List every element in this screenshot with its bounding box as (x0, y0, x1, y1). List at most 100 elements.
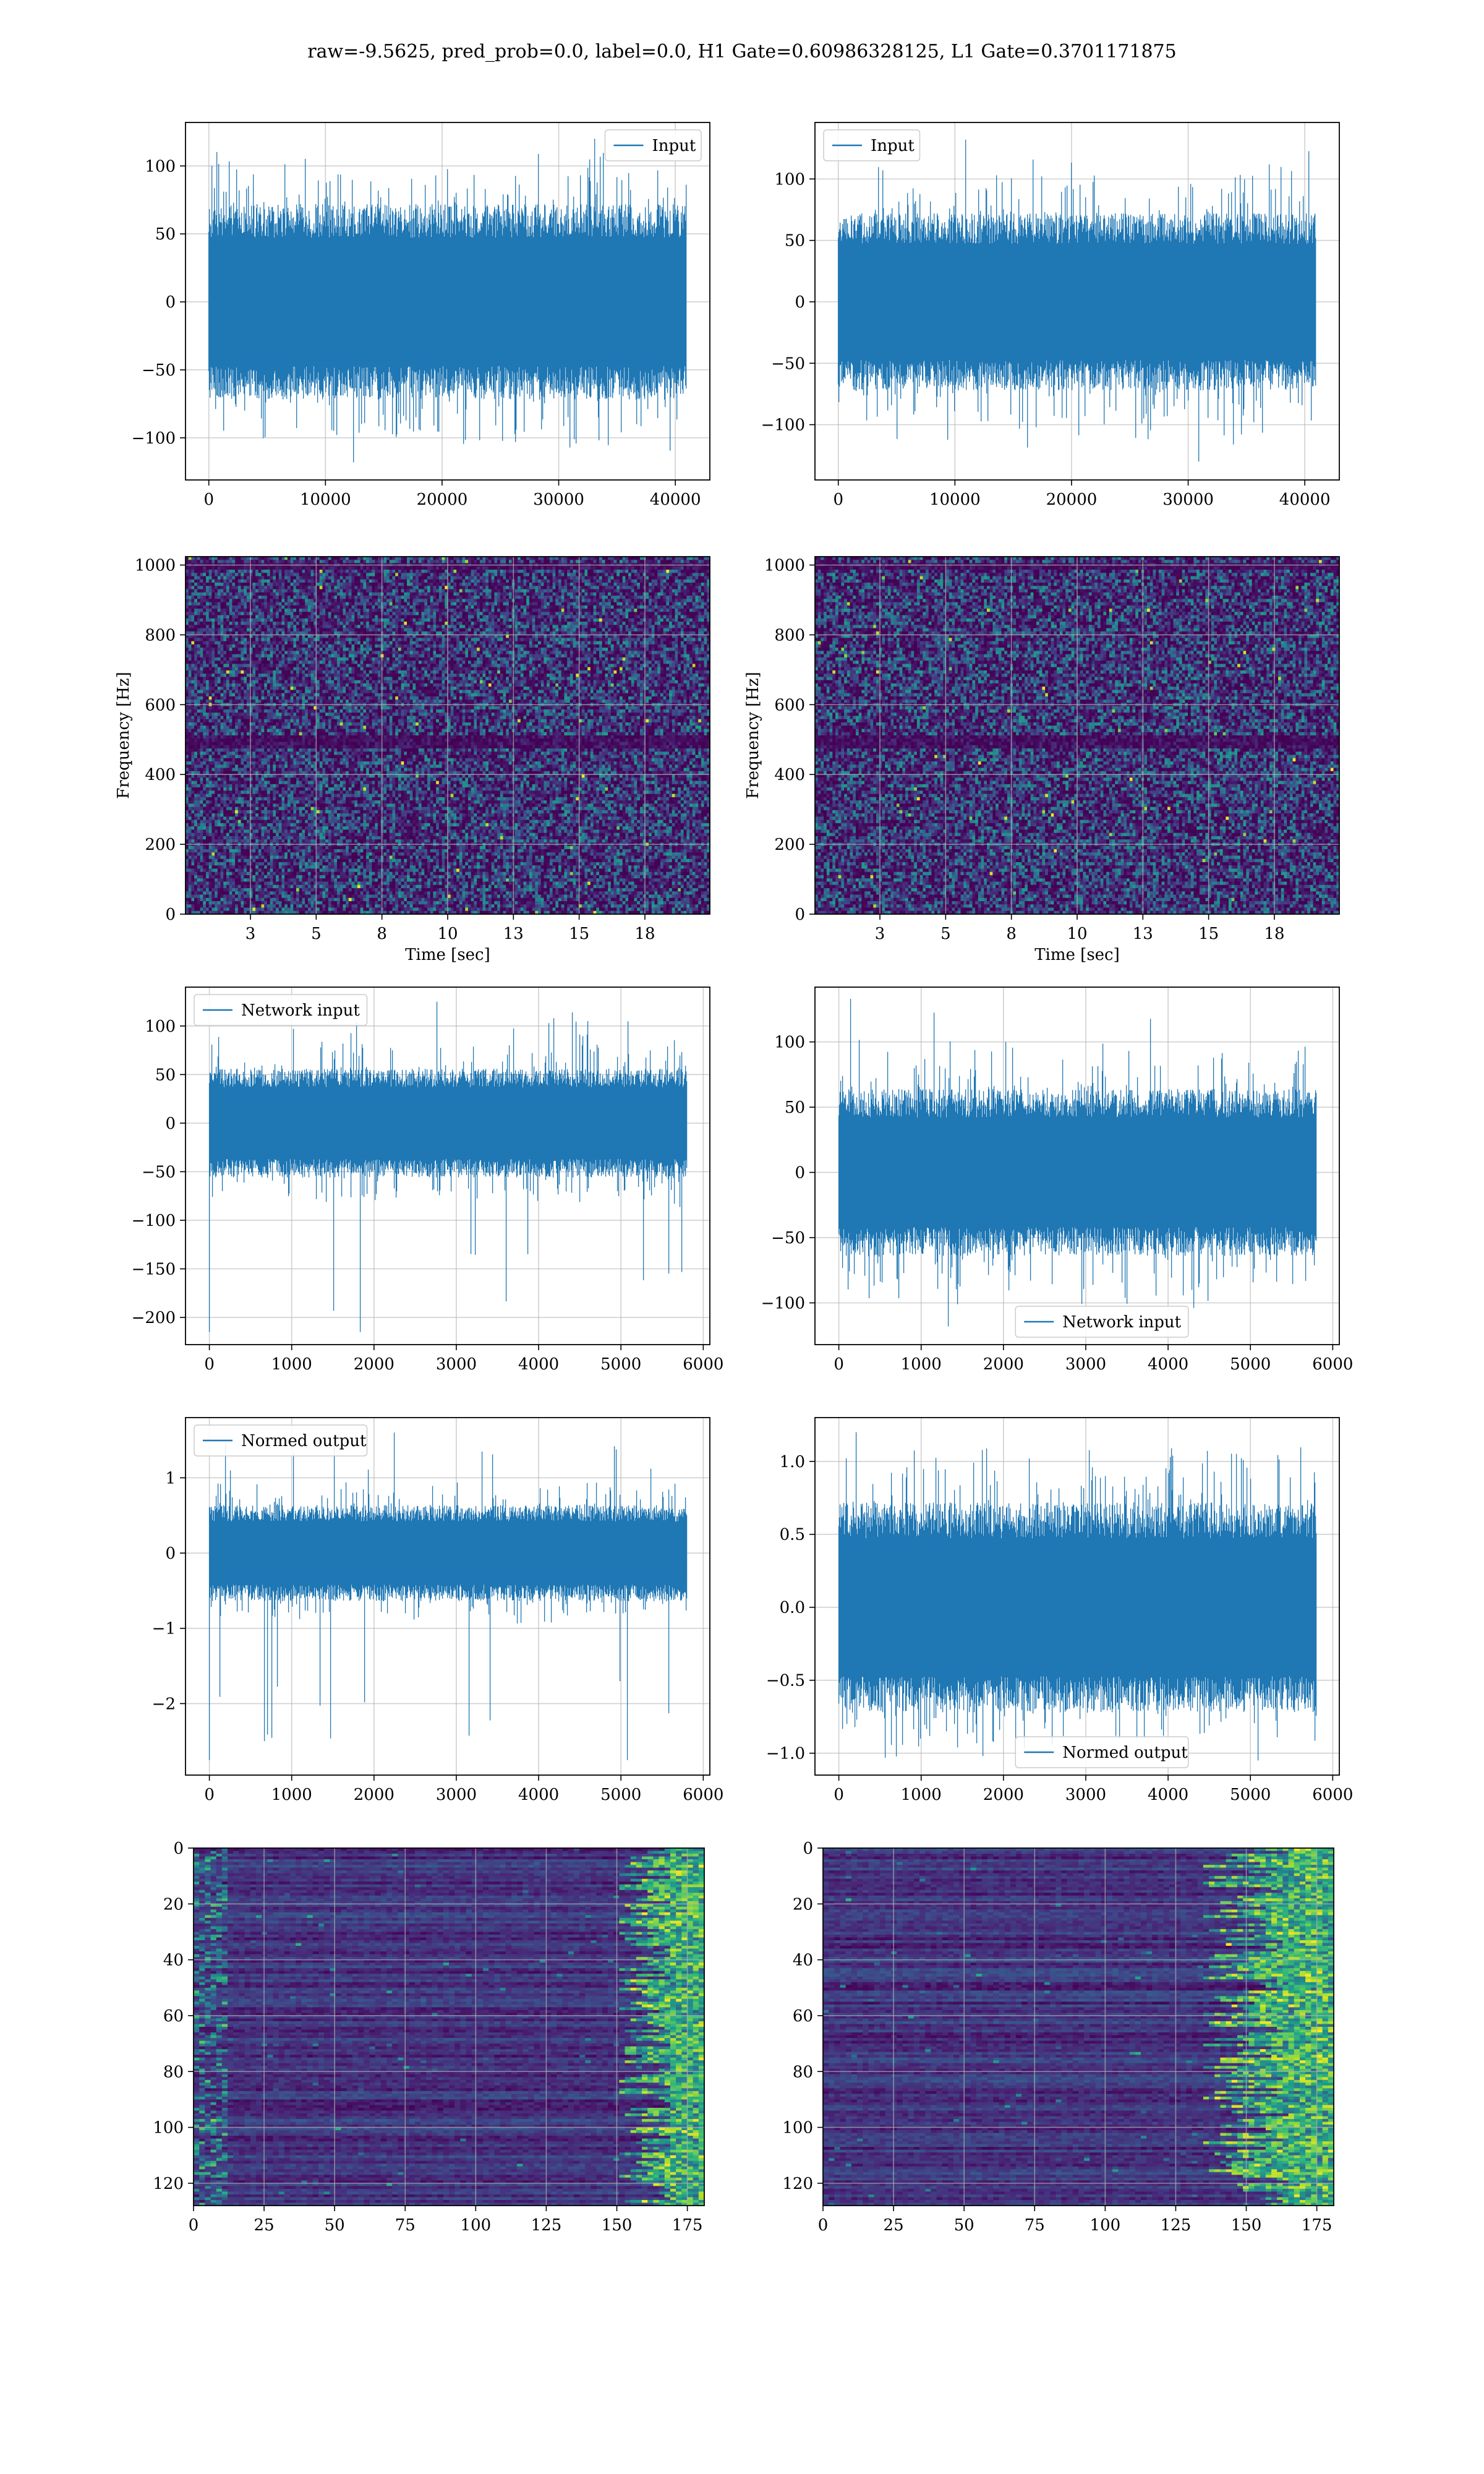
x-tick-label: 1000 (901, 1355, 942, 1374)
x-tick-label: 6000 (1312, 1355, 1353, 1374)
y-tick-label: 600 (145, 696, 176, 714)
x-tick-label: 125 (531, 2216, 562, 2235)
x-tick-label: 4000 (518, 1355, 559, 1374)
y-tick-label: 100 (782, 2119, 813, 2138)
y-tick-label: 0.5 (780, 1526, 805, 1544)
legend-label: Normed output (1062, 1744, 1188, 1762)
x-tick-label: 150 (1231, 2216, 1262, 2235)
x-axis-label: Time [sec] (1034, 946, 1120, 964)
y-tick-label: 50 (785, 232, 805, 250)
y-tick-label: 600 (774, 696, 805, 714)
series-core-band (210, 1525, 687, 1582)
x-tick-label: 5 (940, 925, 951, 943)
x-tick-label: 0 (834, 1786, 844, 1804)
y-tick-label: 0 (795, 1164, 805, 1183)
y-tick-label: −150 (132, 1260, 176, 1278)
feature-map-cells (823, 1848, 1334, 2206)
x-tick-label: 15 (1198, 925, 1219, 943)
y-tick-label: 120 (153, 2175, 184, 2193)
x-tick-label: 30000 (1162, 490, 1214, 509)
y-tick-label: −100 (761, 1294, 805, 1312)
y-tick-label: −50 (771, 354, 805, 373)
x-tick-label: 0 (818, 2216, 829, 2235)
legend-label: Network input (1062, 1313, 1181, 1332)
x-axis-label: Time [sec] (405, 946, 490, 964)
y-tick-label: 100 (145, 1017, 176, 1036)
feature-map-cells (194, 1848, 705, 2206)
y-tick-label: 50 (155, 1066, 176, 1084)
x-tick-label: 4000 (1148, 1786, 1188, 1804)
legend-label: Input (652, 137, 696, 155)
x-tick-label: 20000 (417, 490, 468, 509)
legend: Normed output (194, 1425, 367, 1456)
x-tick-label: 25 (884, 2216, 904, 2235)
y-tick-label: 40 (793, 1951, 813, 1970)
x-tick-label: 13 (503, 925, 524, 943)
y-tick-label: 20 (163, 1895, 184, 1914)
y-tick-label: 200 (145, 836, 176, 854)
y-tick-label: 80 (163, 2063, 184, 2081)
y-tick-label: 100 (774, 170, 805, 189)
x-tick-label: 20000 (1046, 490, 1098, 509)
x-tick-label: 8 (377, 925, 387, 943)
x-tick-label: 2000 (983, 1786, 1024, 1804)
y-tick-label: −50 (142, 361, 176, 380)
y-tick-label: 400 (145, 766, 176, 784)
x-tick-label: 6000 (683, 1786, 723, 1804)
x-tick-label: 40000 (1279, 490, 1331, 509)
y-tick-label: 50 (785, 1098, 805, 1117)
y-tick-label: −1 (152, 1620, 176, 1638)
y-tick-label: 0 (795, 293, 805, 312)
y-tick-label: 1.0 (780, 1453, 805, 1471)
x-tick-label: 6000 (683, 1355, 723, 1374)
x-tick-label: 5000 (600, 1355, 641, 1374)
legend: Network input (1015, 1306, 1188, 1337)
legend-label: Input (871, 137, 915, 155)
series-core-band (839, 1545, 1316, 1670)
y-tick-label: 0 (165, 1544, 176, 1563)
x-tick-label: 15 (569, 925, 589, 943)
x-tick-label: 3000 (1065, 1786, 1106, 1804)
x-tick-label: 6000 (1312, 1786, 1353, 1804)
x-tick-label: 30000 (533, 490, 584, 509)
x-tick-label: 13 (1133, 925, 1153, 943)
y-tick-label: −1.0 (766, 1745, 805, 1763)
y-tick-label: 20 (793, 1895, 813, 1914)
x-tick-label: 8 (1006, 925, 1017, 943)
x-tick-label: 2000 (354, 1786, 394, 1804)
y-tick-label: 0.0 (780, 1599, 805, 1617)
y-axis-label: Frequency [Hz] (744, 672, 762, 799)
x-tick-label: 0 (203, 490, 214, 509)
x-tick-label: 100 (1090, 2216, 1121, 2235)
y-tick-label: −100 (132, 1212, 176, 1230)
y-tick-label: 50 (155, 225, 176, 244)
x-tick-label: 0 (833, 490, 843, 509)
y-tick-label: 400 (774, 766, 805, 784)
x-tick-label: 175 (672, 2216, 703, 2235)
y-tick-label: 1000 (135, 557, 176, 575)
x-tick-label: 125 (1161, 2216, 1192, 2235)
y-tick-label: 0 (795, 905, 805, 924)
y-tick-label: 40 (163, 1951, 184, 1970)
x-tick-label: 175 (1302, 2216, 1333, 2235)
x-tick-label: 18 (634, 925, 655, 943)
y-tick-label: 800 (774, 626, 805, 644)
x-tick-label: 75 (1025, 2216, 1045, 2235)
x-tick-label: 0 (834, 1355, 844, 1374)
y-tick-label: −100 (132, 429, 176, 448)
series-core-band (838, 249, 1316, 354)
y-tick-label: −50 (142, 1163, 176, 1181)
x-tick-label: 4000 (1148, 1355, 1188, 1374)
series-core-band (210, 1091, 687, 1155)
x-tick-label: 0 (204, 1786, 215, 1804)
y-tick-label: 100 (145, 157, 176, 176)
x-tick-label: 2000 (354, 1355, 394, 1374)
